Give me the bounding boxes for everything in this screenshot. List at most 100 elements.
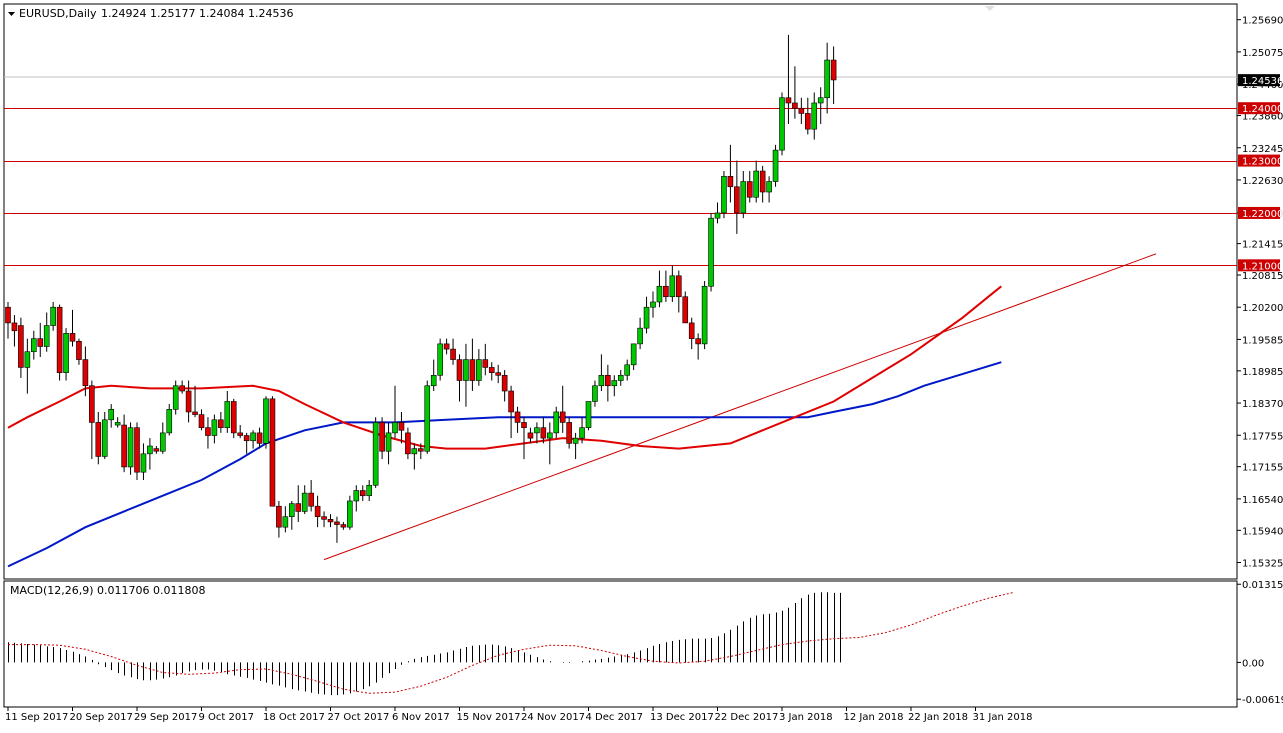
candle	[172, 380, 179, 415]
candle	[830, 46, 837, 105]
candle	[682, 291, 689, 324]
ohlc-values: 1.24924 1.25177 1.24084 1.24536	[101, 7, 293, 20]
candle-body	[534, 427, 540, 434]
candle	[185, 380, 192, 423]
candle-body	[482, 359, 489, 368]
candle	[405, 427, 411, 460]
candle	[321, 511, 327, 528]
candle	[605, 364, 611, 402]
candle-body	[366, 484, 373, 497]
candle	[740, 171, 747, 219]
candle-body	[301, 492, 308, 512]
candle-body	[353, 490, 360, 502]
candle	[798, 97, 805, 124]
candle-body	[140, 453, 147, 473]
candle	[521, 417, 527, 460]
price-tick-label: 1.23245	[1242, 144, 1283, 155]
candle	[295, 485, 302, 522]
time-tick-label: 18 Oct 2017	[263, 712, 325, 723]
candle	[579, 417, 585, 444]
candle	[514, 406, 521, 433]
candle	[624, 359, 631, 381]
time-tick-label: 29 Sep 2017	[134, 712, 197, 723]
candle	[817, 87, 824, 124]
candle	[650, 291, 656, 318]
candle-body	[611, 380, 618, 387]
candle	[359, 485, 366, 501]
candle-body	[179, 385, 185, 392]
candle-body	[69, 333, 76, 342]
candle	[501, 370, 508, 402]
price-axis: 1.256901.250751.244601.238601.232451.226…	[1237, 16, 1283, 570]
time-tick-label: 20 Sep 2017	[70, 712, 133, 723]
time-tick-label: 22 Jan 2018	[908, 712, 968, 723]
candle	[140, 443, 147, 481]
macd-axis: 0.013154 0.00 -0.00619	[1237, 580, 1283, 706]
candle	[230, 398, 237, 439]
candle-body	[417, 448, 424, 452]
candle	[546, 422, 553, 465]
candle-body	[476, 359, 482, 381]
price-tick-label: 1.23860	[1242, 112, 1283, 123]
time-tick-label: 12 Jan 2018	[844, 712, 904, 723]
level-price-tag	[1238, 206, 1280, 219]
candle-body	[688, 322, 695, 339]
candle-body	[250, 432, 256, 442]
candle-body	[295, 503, 302, 512]
candle	[469, 338, 476, 391]
candle-body	[695, 338, 701, 345]
candle-body	[24, 351, 31, 368]
candle-body	[282, 516, 289, 528]
candle	[688, 317, 695, 350]
candle	[11, 315, 18, 347]
candle-body	[218, 419, 224, 428]
candle	[63, 328, 69, 381]
candle	[211, 414, 218, 444]
time-tick-label: 9 Oct 2017	[199, 712, 254, 723]
candle	[727, 144, 734, 203]
candle	[476, 349, 482, 386]
candle	[101, 411, 108, 460]
candle	[353, 485, 360, 512]
candle-body	[237, 432, 243, 436]
candle-body	[185, 390, 192, 413]
candle-body	[463, 359, 469, 381]
candle	[224, 390, 231, 433]
symbol-dropdown-icon[interactable]	[8, 12, 15, 16]
candle-body	[276, 505, 282, 528]
candle-body	[224, 401, 231, 428]
candle	[192, 385, 198, 418]
price-pane	[3, 3, 1238, 580]
candle	[753, 160, 760, 203]
candle-body	[43, 325, 50, 347]
candle	[134, 422, 140, 481]
candle-body	[605, 374, 611, 387]
candle-body	[521, 422, 527, 428]
candle-body	[160, 432, 166, 452]
candle	[495, 364, 502, 384]
candle-body	[779, 97, 785, 151]
price-tick-label: 1.20815	[1242, 271, 1283, 282]
candle-body	[172, 385, 179, 410]
candle	[663, 270, 669, 302]
candle-body	[727, 175, 734, 188]
candle	[443, 338, 450, 355]
candle-body	[211, 419, 218, 436]
candle-body	[566, 422, 572, 444]
macd-tick-label: 0.00	[1242, 658, 1264, 669]
candle-body	[592, 385, 598, 402]
chart-collapse-icon[interactable]	[985, 6, 995, 11]
candle	[534, 422, 540, 444]
candle-body	[624, 364, 631, 376]
candle-body	[256, 432, 263, 444]
candle	[411, 443, 418, 470]
candle	[5, 301, 11, 339]
price-tick-label: 1.16540	[1242, 495, 1283, 506]
candle	[714, 202, 721, 224]
candle-body	[811, 102, 818, 130]
candle-body	[11, 322, 18, 332]
trend-line[interactable]	[323, 253, 1157, 561]
level-price-tag	[1238, 154, 1280, 167]
level-price-tag-label: 1.24000	[1242, 104, 1283, 115]
